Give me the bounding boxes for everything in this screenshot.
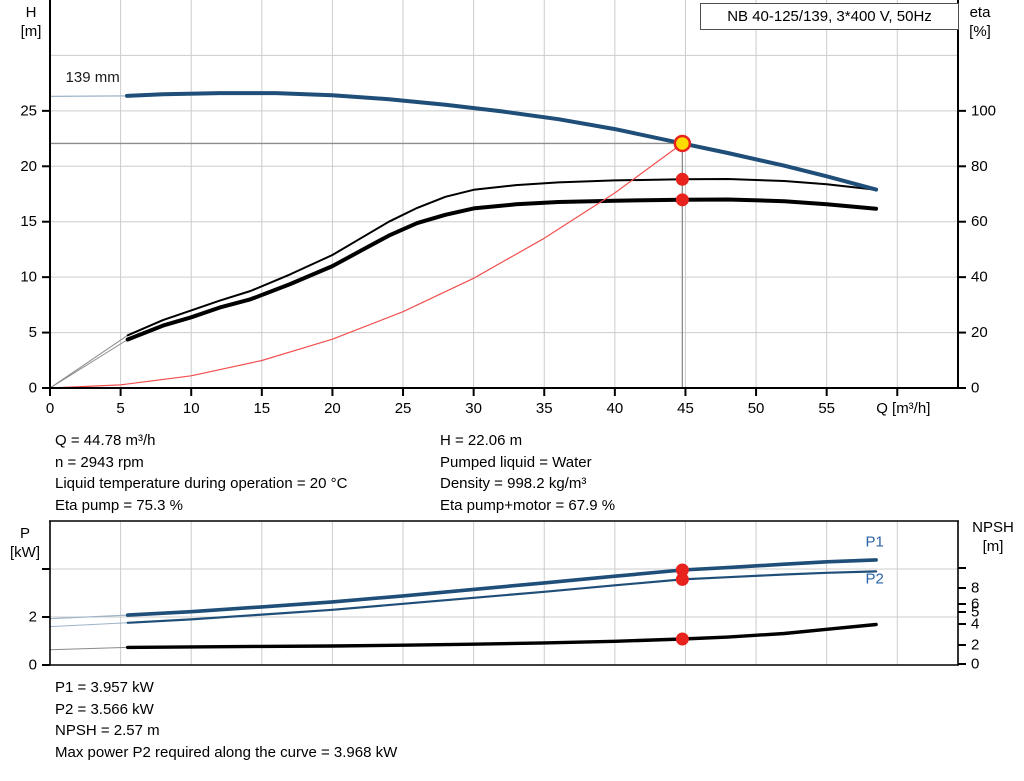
x-tick-label: 20 <box>324 400 341 417</box>
info-line: P2 = 3.566 kW <box>55 700 154 718</box>
curve-label: 139 mm <box>66 69 120 86</box>
head-curve-extension <box>49 95 128 98</box>
duty-point-marker <box>673 134 692 153</box>
h-axis-header-line1: H <box>25 4 37 21</box>
info-line: Eta pump = 75.3 % <box>55 496 183 514</box>
p-axis-header: P [kW] <box>2 524 48 562</box>
p2-extension <box>49 622 129 628</box>
npsh-extension <box>49 646 129 651</box>
duty-info-right-column: H = 22.06 m Pumped liquid = Water Density … <box>440 430 615 516</box>
y-left-tick-label: 15 <box>20 213 37 230</box>
pump-title-box: NB 40-125/139, 3*400 V, 50Hz <box>700 3 959 30</box>
info-line: Max power P2 required along the curve = … <box>55 743 398 761</box>
duty-dot-eta-pump-motor <box>675 193 689 207</box>
x-tick-label: 10 <box>183 400 200 417</box>
duty-dot-p2 <box>675 572 689 586</box>
system-curve <box>49 142 684 389</box>
h-axis-header-line2: [m] <box>20 23 42 40</box>
p-axis-header-line1: P <box>19 525 30 542</box>
y-right-tick-label: 0 <box>971 656 979 673</box>
x-tick-label: 35 <box>536 400 553 417</box>
y-right-tick-label: 8 <box>971 580 979 597</box>
y-left-tick-label: 0 <box>29 380 37 397</box>
p-axis-header-line2: [kW] <box>10 544 40 561</box>
x-tick-label: 45 <box>677 400 694 417</box>
x-tick-label: 40 <box>607 400 624 417</box>
y-right-tick-label: 0 <box>971 380 979 397</box>
npsh-axis-header-line2: [m] <box>982 538 1004 555</box>
info-line: n = 2943 rpm <box>55 453 144 471</box>
y-left-tick-label: 10 <box>20 269 37 286</box>
info-line: NPSH = 2.57 m <box>55 722 160 739</box>
y-left-tick-label: 20 <box>20 158 37 175</box>
x-tick-label: 25 <box>395 400 412 417</box>
npsh-curve <box>125 622 878 650</box>
curve-label: P1 <box>866 534 884 551</box>
info-line: Pumped liquid = Water <box>440 453 592 471</box>
p1-curve <box>125 558 878 617</box>
y-right-tick-label: 60 <box>971 213 988 230</box>
x-tick-label: 30 <box>465 400 482 417</box>
info-line: Density = 998.2 kg/m³ <box>440 475 587 492</box>
eta-pump-motor-extension <box>49 339 129 389</box>
info-line: Q = 44.78 m³/h <box>55 432 156 449</box>
x-tick-label: 55 <box>818 400 835 417</box>
y-right-tick-label: 2 <box>971 637 979 654</box>
p2-curve <box>126 570 878 624</box>
eta-axis-header-line2: [%] <box>969 23 991 40</box>
eta-axis-header: eta [%] <box>952 3 1008 41</box>
head-curve-139mm <box>125 91 879 192</box>
y-left-tick-label: 25 <box>20 102 37 119</box>
info-line: Eta pump+motor = 67.9 % <box>440 496 616 514</box>
eta-pump-extension <box>49 334 129 389</box>
p1-extension <box>49 614 129 620</box>
y-left-tick-label: 2 <box>29 609 37 626</box>
y-right-tick-label: 4 <box>971 616 979 633</box>
y-left-tick-label: 5 <box>29 324 37 341</box>
x-axis-label: Q [m³/h] <box>876 400 930 417</box>
x-tick-label: 5 <box>116 400 124 417</box>
x-tick-label: 0 <box>46 400 54 417</box>
curve-label: P2 <box>866 571 884 588</box>
y-right-tick-label: 20 <box>971 324 988 341</box>
y-right-tick-label: 5 <box>971 604 979 621</box>
duty-dot-p1 <box>675 563 689 577</box>
h-axis-header: H [m] <box>8 3 54 41</box>
duty-dot-npsh <box>675 632 689 646</box>
x-tick-label: 15 <box>253 400 270 417</box>
y-right-tick-label: 6 <box>971 596 979 613</box>
duty-info-left-column: Q = 44.78 m³/h n = 2943 rpm Liquid tempera… <box>55 430 347 516</box>
duty-dot-eta-pump <box>675 172 689 186</box>
power-info-block: P1 = 3.957 kW P2 = 3.566 kW NPSH = 2.57 m M… <box>55 677 397 763</box>
y-right-tick-label: 100 <box>971 102 996 119</box>
eta-axis-header-line1: eta <box>969 4 991 21</box>
y-right-tick-label: 40 <box>971 269 988 286</box>
info-line: P1 = 3.957 kW <box>55 679 154 696</box>
info-line: Liquid temperature during operation = 20… <box>55 475 348 492</box>
eta-pump-motor-curve <box>125 197 879 342</box>
eta-pump-curve <box>126 178 878 337</box>
npsh-axis-header-line1: NPSH <box>972 519 1014 536</box>
y-left-tick-label: 0 <box>29 657 37 674</box>
npsh-axis-header: NPSH [m] <box>964 518 1022 556</box>
x-tick-label: 50 <box>748 400 765 417</box>
info-line: H = 22.06 m <box>440 432 523 449</box>
y-right-tick-label: 80 <box>971 158 988 175</box>
